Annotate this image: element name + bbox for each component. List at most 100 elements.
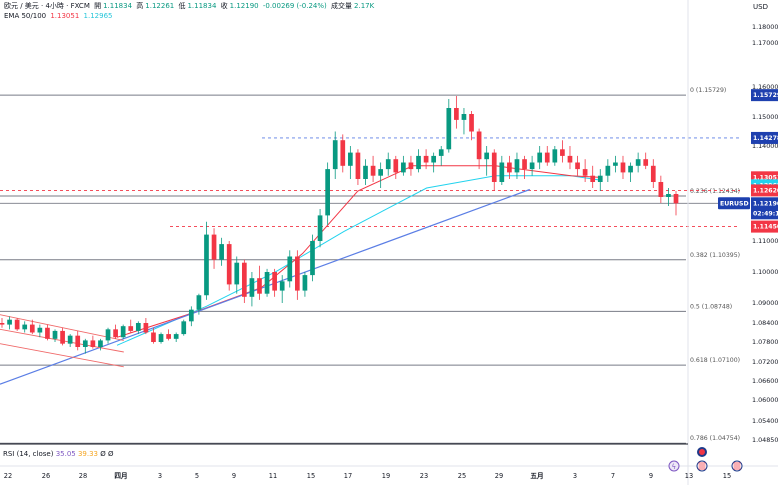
- candle-body[interactable]: [597, 175, 603, 182]
- candle-body[interactable]: [544, 152, 550, 163]
- candle-body[interactable]: [257, 278, 262, 294]
- candle-body[interactable]: [0, 323, 5, 325]
- candle-body[interactable]: [522, 159, 527, 170]
- candle-body[interactable]: [113, 329, 118, 338]
- candle-body[interactable]: [476, 131, 482, 160]
- candle-body[interactable]: [37, 327, 43, 333]
- candle-body[interactable]: [188, 309, 194, 322]
- candle-body[interactable]: [423, 155, 429, 163]
- candle-body[interactable]: [166, 334, 171, 339]
- candle-body[interactable]: [120, 326, 126, 338]
- candle-body[interactable]: [60, 330, 65, 344]
- candle-body[interactable]: [340, 140, 346, 166]
- candle-body[interactable]: [416, 155, 421, 170]
- candle-body[interactable]: [219, 244, 224, 260]
- time-axis[interactable]: 22 26 28 四月 3 5 9 11 15 17 19 23 25 29 五月 3 7 9 13 15: [0, 443, 778, 480]
- candle-body[interactable]: [514, 159, 520, 173]
- candle-body[interactable]: [650, 165, 656, 182]
- candle-body[interactable]: [635, 159, 641, 166]
- candle-body[interactable]: [98, 340, 103, 347]
- candle-body[interactable]: [90, 340, 96, 347]
- candle-body[interactable]: [590, 175, 596, 182]
- candle-body[interactable]: [82, 340, 88, 347]
- candle-body[interactable]: [211, 234, 217, 260]
- candle-body[interactable]: [385, 159, 391, 170]
- candle-body[interactable]: [393, 159, 399, 173]
- candle-body[interactable]: [317, 215, 323, 241]
- candle-body[interactable]: [666, 194, 671, 197]
- candle-body[interactable]: [249, 278, 255, 297]
- candle-body[interactable]: [234, 262, 240, 285]
- candle-body[interactable]: [529, 162, 535, 170]
- candle-body[interactable]: [461, 114, 467, 120]
- candle-body[interactable]: [173, 334, 179, 339]
- candle-body[interactable]: [128, 326, 134, 331]
- candle-body[interactable]: [226, 244, 232, 285]
- candle-body[interactable]: [45, 327, 50, 339]
- candle-body[interactable]: [105, 329, 111, 341]
- candle-body[interactable]: [507, 162, 512, 173]
- event-icons[interactable]: ϟ: [668, 447, 743, 472]
- candle-body[interactable]: [628, 165, 633, 173]
- candle-body[interactable]: [196, 295, 202, 310]
- candle-body[interactable]: [348, 152, 353, 166]
- candle-body[interactable]: [325, 169, 330, 216]
- candle-body[interactable]: [575, 162, 580, 170]
- candle-body[interactable]: [484, 152, 490, 160]
- candle-body[interactable]: [302, 275, 308, 291]
- candle-body[interactable]: [14, 319, 20, 330]
- candle-body[interactable]: [29, 324, 35, 333]
- candle-body[interactable]: [431, 155, 437, 163]
- candle-body[interactable]: [158, 334, 164, 342]
- fib-retracement[interactable]: 0 (1.15729) 0.236 (1.12434) 0.382 (1.10395…: [0, 87, 740, 444]
- candle-body[interactable]: [143, 323, 149, 333]
- candle-body[interactable]: [370, 165, 376, 176]
- candle-body[interactable]: [552, 149, 558, 163]
- candle-body[interactable]: [454, 108, 459, 120]
- candle-body[interactable]: [582, 169, 588, 176]
- candle-body[interactable]: [75, 335, 81, 347]
- candle-body[interactable]: [241, 262, 247, 297]
- candle-body[interactable]: [295, 256, 300, 291]
- candle-body[interactable]: [332, 140, 338, 170]
- candle-body[interactable]: [378, 169, 383, 176]
- candle-body[interactable]: [469, 114, 474, 132]
- lightning-icon[interactable]: [668, 460, 680, 472]
- candle-body[interactable]: [491, 152, 497, 182]
- candle-body[interactable]: [52, 330, 58, 339]
- candle-body[interactable]: [204, 234, 209, 296]
- candle-body[interactable]: [499, 162, 505, 183]
- candle-body[interactable]: [567, 155, 573, 163]
- candle-body[interactable]: [272, 272, 277, 291]
- candle-body[interactable]: [408, 162, 414, 170]
- candle-body[interactable]: [310, 241, 315, 276]
- candle-body[interactable]: [643, 159, 649, 166]
- candle-body[interactable]: [613, 162, 618, 166]
- candle-body[interactable]: [658, 182, 664, 197]
- candle-body[interactable]: [673, 194, 679, 204]
- candle-body[interactable]: [279, 281, 285, 291]
- us-flag-icon[interactable]: [731, 460, 743, 472]
- candle-body[interactable]: [620, 162, 626, 173]
- candle-body[interactable]: [605, 165, 611, 176]
- price-axis[interactable]: 1.18000 1.17000 1.16000 1.15000 1.14000 1.130…: [687, 0, 778, 485]
- us-flag-icon[interactable]: [696, 460, 708, 472]
- candle-body[interactable]: [7, 319, 12, 325]
- candle-body[interactable]: [151, 332, 156, 343]
- candle-body[interactable]: [67, 335, 73, 344]
- candle-body[interactable]: [438, 149, 444, 156]
- currency-label[interactable]: USD: [753, 3, 768, 11]
- candle-body[interactable]: [537, 152, 543, 163]
- candle-body[interactable]: [363, 165, 368, 179]
- candle-body[interactable]: [560, 149, 565, 156]
- candle-body[interactable]: [22, 324, 28, 330]
- candle-body[interactable]: [287, 256, 293, 282]
- candles[interactable]: [0, 96, 679, 354]
- candle-body[interactable]: [446, 108, 452, 150]
- candle-body[interactable]: [355, 152, 361, 179]
- candle-body[interactable]: [401, 162, 406, 173]
- candle-body[interactable]: [181, 321, 187, 335]
- candle-body[interactable]: [135, 323, 141, 331]
- candle-body[interactable]: [264, 272, 270, 294]
